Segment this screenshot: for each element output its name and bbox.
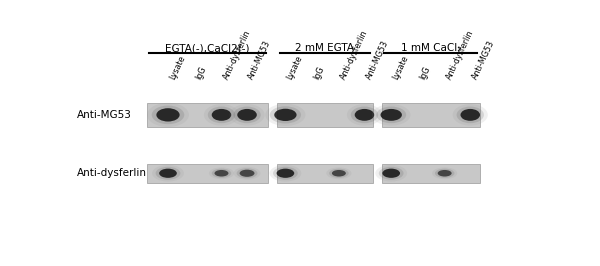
Ellipse shape <box>269 165 301 181</box>
Text: Anti-dysferlin: Anti-dysferlin <box>339 29 370 81</box>
Ellipse shape <box>452 104 488 126</box>
Ellipse shape <box>215 170 229 177</box>
Text: 2 mM EGTA: 2 mM EGTA <box>295 43 355 53</box>
Text: Anti-dysferlin: Anti-dysferlin <box>221 29 252 81</box>
Text: Lysate: Lysate <box>391 54 410 81</box>
Ellipse shape <box>229 104 265 126</box>
Ellipse shape <box>460 109 480 121</box>
Ellipse shape <box>208 107 235 123</box>
Text: Anti-dysferlin: Anti-dysferlin <box>445 29 475 81</box>
Ellipse shape <box>157 108 179 122</box>
Ellipse shape <box>382 169 400 178</box>
Text: Anti-MG53: Anti-MG53 <box>470 39 496 81</box>
Ellipse shape <box>375 165 407 181</box>
FancyBboxPatch shape <box>147 164 268 183</box>
Text: IgG: IgG <box>418 65 431 81</box>
Ellipse shape <box>355 109 374 121</box>
Ellipse shape <box>270 106 301 123</box>
Text: EGTA(-),CaCl2(-): EGTA(-),CaCl2(-) <box>165 43 250 53</box>
Text: Anti-MG53: Anti-MG53 <box>247 39 273 81</box>
FancyBboxPatch shape <box>147 103 268 127</box>
Ellipse shape <box>159 169 177 178</box>
Ellipse shape <box>347 104 382 126</box>
FancyBboxPatch shape <box>382 164 479 183</box>
Ellipse shape <box>233 107 261 123</box>
Ellipse shape <box>155 167 181 180</box>
Ellipse shape <box>351 107 378 123</box>
Ellipse shape <box>265 104 305 126</box>
Ellipse shape <box>204 104 239 126</box>
Ellipse shape <box>432 167 457 179</box>
Ellipse shape <box>152 165 184 181</box>
Ellipse shape <box>236 168 257 178</box>
Ellipse shape <box>329 169 349 178</box>
FancyBboxPatch shape <box>382 103 479 127</box>
Ellipse shape <box>380 109 402 121</box>
Ellipse shape <box>277 169 294 178</box>
Ellipse shape <box>237 109 257 121</box>
Text: Lysate: Lysate <box>286 54 304 81</box>
Ellipse shape <box>379 167 404 180</box>
Text: Anti-dysferlin: Anti-dysferlin <box>77 168 148 178</box>
Text: Anti-MG53: Anti-MG53 <box>77 110 132 120</box>
Ellipse shape <box>209 167 234 179</box>
Ellipse shape <box>372 104 410 126</box>
Text: 1 mM CaCl₂: 1 mM CaCl₂ <box>401 43 461 53</box>
Ellipse shape <box>376 107 406 123</box>
FancyBboxPatch shape <box>277 103 373 127</box>
Text: Lysate: Lysate <box>168 54 187 81</box>
Ellipse shape <box>212 109 231 121</box>
Ellipse shape <box>332 170 346 177</box>
Ellipse shape <box>233 167 260 180</box>
Ellipse shape <box>147 103 189 127</box>
Ellipse shape <box>438 170 452 177</box>
Ellipse shape <box>326 167 352 179</box>
Ellipse shape <box>435 169 454 178</box>
Ellipse shape <box>457 107 484 123</box>
Text: IgG: IgG <box>312 65 326 81</box>
FancyBboxPatch shape <box>277 164 373 183</box>
Ellipse shape <box>212 169 231 178</box>
Text: Anti-MG53: Anti-MG53 <box>364 39 391 81</box>
Ellipse shape <box>274 109 296 121</box>
Ellipse shape <box>239 170 254 177</box>
Ellipse shape <box>273 167 298 180</box>
Ellipse shape <box>152 106 184 124</box>
Text: IgG: IgG <box>194 65 208 81</box>
